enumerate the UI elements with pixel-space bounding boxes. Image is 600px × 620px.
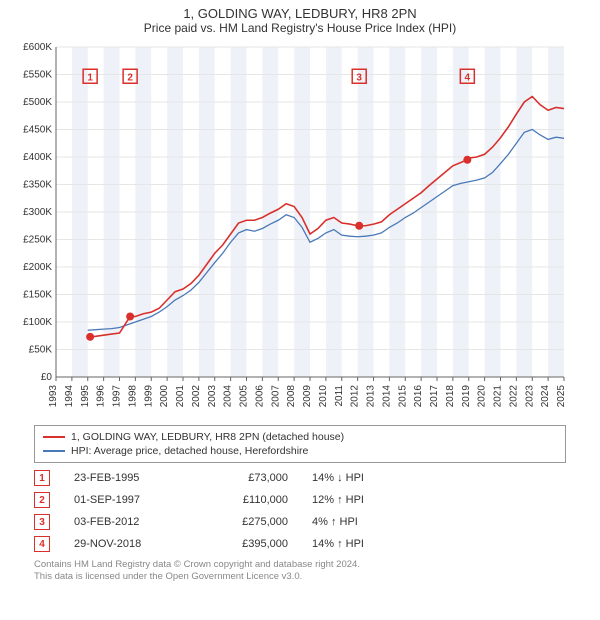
- svg-text:1994: 1994: [64, 385, 75, 408]
- svg-text:£600K: £600K: [23, 42, 52, 53]
- svg-text:2017: 2017: [429, 385, 440, 408]
- svg-text:2020: 2020: [477, 385, 488, 408]
- svg-text:£200K: £200K: [23, 262, 52, 273]
- marker-num-1: 1: [87, 72, 93, 83]
- event-marker-box: 1: [34, 470, 50, 486]
- svg-text:£450K: £450K: [23, 125, 52, 136]
- event-price: £395,000: [208, 538, 288, 550]
- svg-text:1995: 1995: [80, 385, 91, 408]
- event-marker-box: 3: [34, 514, 50, 530]
- event-row: 2 01-SEP-1997 £110,000 12% ↑ HPI: [34, 489, 566, 511]
- footer-line-2: This data is licensed under the Open Gov…: [34, 571, 566, 583]
- event-delta: 14% ↑ HPI: [312, 538, 422, 550]
- svg-text:£0: £0: [41, 372, 53, 383]
- event-delta: 14% ↓ HPI: [312, 472, 422, 484]
- legend-item-property: 1, GOLDING WAY, LEDBURY, HR8 2PN (detach…: [43, 430, 557, 444]
- svg-text:2002: 2002: [191, 385, 202, 408]
- event-date: 01-SEP-1997: [74, 494, 184, 506]
- event-price: £73,000: [208, 472, 288, 484]
- svg-text:2011: 2011: [334, 385, 345, 407]
- svg-text:£100K: £100K: [23, 317, 52, 328]
- svg-text:2016: 2016: [413, 385, 424, 408]
- svg-text:2000: 2000: [159, 385, 170, 408]
- legend-box: 1, GOLDING WAY, LEDBURY, HR8 2PN (detach…: [34, 425, 566, 463]
- svg-text:1996: 1996: [96, 385, 107, 408]
- svg-text:2010: 2010: [318, 385, 329, 408]
- svg-text:£500K: £500K: [23, 97, 52, 108]
- footer-line-1: Contains HM Land Registry data © Crown c…: [34, 559, 566, 571]
- svg-text:2025: 2025: [556, 385, 567, 408]
- marker-num-3: 3: [356, 72, 362, 83]
- svg-text:2007: 2007: [270, 385, 281, 408]
- marker-dot-4: [463, 156, 471, 164]
- event-date: 23-FEB-1995: [74, 472, 184, 484]
- svg-text:2006: 2006: [254, 385, 265, 408]
- legend-label-hpi: HPI: Average price, detached house, Here…: [71, 445, 308, 457]
- legend-swatch-property: [43, 436, 65, 438]
- event-price: £275,000: [208, 516, 288, 528]
- page-title: 1, GOLDING WAY, LEDBURY, HR8 2PN: [0, 0, 600, 21]
- svg-text:2014: 2014: [381, 385, 392, 408]
- event-row: 4 29-NOV-2018 £395,000 14% ↑ HPI: [34, 533, 566, 555]
- svg-text:1993: 1993: [48, 385, 59, 408]
- svg-text:2008: 2008: [286, 385, 297, 408]
- event-row: 3 03-FEB-2012 £275,000 4% ↑ HPI: [34, 511, 566, 533]
- svg-text:£550K: £550K: [23, 70, 52, 81]
- svg-text:2001: 2001: [175, 385, 186, 408]
- event-date: 29-NOV-2018: [74, 538, 184, 550]
- svg-text:2022: 2022: [508, 385, 519, 408]
- svg-text:1999: 1999: [143, 385, 154, 408]
- svg-text:£150K: £150K: [23, 290, 52, 301]
- price-chart: £0 £50K £100K £150K £200K £250K £300K £350K £400…: [10, 39, 590, 419]
- marker-dot-3: [355, 222, 363, 230]
- svg-text:£250K: £250K: [23, 235, 52, 246]
- svg-text:£50K: £50K: [29, 345, 53, 356]
- event-row: 1 23-FEB-1995 £73,000 14% ↓ HPI: [34, 467, 566, 489]
- event-price: £110,000: [208, 494, 288, 506]
- event-marker-box: 2: [34, 492, 50, 508]
- svg-text:2018: 2018: [445, 385, 456, 408]
- legend-item-hpi: HPI: Average price, detached house, Here…: [43, 444, 557, 458]
- footer-attribution: Contains HM Land Registry data © Crown c…: [34, 559, 566, 584]
- event-delta: 12% ↑ HPI: [312, 494, 422, 506]
- svg-text:2004: 2004: [223, 385, 234, 408]
- page-subtitle: Price paid vs. HM Land Registry's House …: [0, 21, 600, 39]
- svg-text:2005: 2005: [239, 385, 250, 408]
- svg-text:2009: 2009: [302, 385, 313, 408]
- legend-label-property: 1, GOLDING WAY, LEDBURY, HR8 2PN (detach…: [71, 431, 344, 443]
- events-table: 1 23-FEB-1995 £73,000 14% ↓ HPI 2 01-SEP-1997…: [34, 467, 566, 555]
- svg-text:1998: 1998: [127, 385, 138, 408]
- svg-text:£400K: £400K: [23, 152, 52, 163]
- svg-text:2024: 2024: [540, 385, 551, 408]
- svg-text:2015: 2015: [397, 385, 408, 408]
- svg-text:1997: 1997: [112, 385, 123, 408]
- marker-num-4: 4: [465, 72, 471, 83]
- svg-text:2013: 2013: [366, 385, 377, 408]
- event-delta: 4% ↑ HPI: [312, 516, 422, 528]
- svg-text:2003: 2003: [207, 385, 218, 408]
- marker-dot-1: [86, 333, 94, 341]
- event-date: 03-FEB-2012: [74, 516, 184, 528]
- legend-swatch-hpi: [43, 450, 65, 452]
- svg-text:£300K: £300K: [23, 207, 52, 218]
- marker-dot-2: [126, 313, 134, 321]
- svg-text:2021: 2021: [493, 385, 504, 408]
- event-marker-box: 4: [34, 536, 50, 552]
- svg-text:2012: 2012: [350, 385, 361, 408]
- marker-num-2: 2: [127, 72, 133, 83]
- svg-text:2019: 2019: [461, 385, 472, 408]
- svg-text:£350K: £350K: [23, 180, 52, 191]
- chart-svg: £0 £50K £100K £150K £200K £250K £300K £350K £400…: [10, 39, 570, 419]
- svg-text:2023: 2023: [524, 385, 535, 408]
